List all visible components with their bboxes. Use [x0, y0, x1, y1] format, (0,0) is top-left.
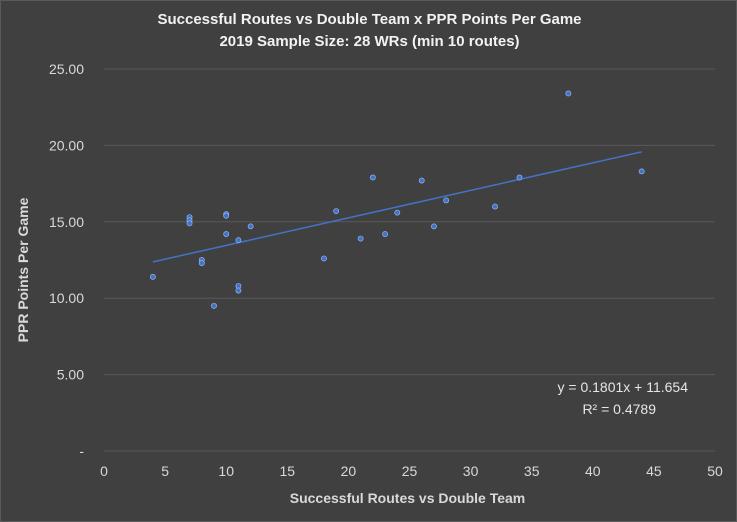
data-point: [235, 287, 242, 294]
data-point: [394, 209, 401, 216]
y-axis-title: PPR Points Per Game: [15, 197, 31, 342]
data-point: [223, 231, 230, 237]
chart-subtitle: 2019 Sample Size: 28 WRs (min 10 routes): [219, 33, 520, 50]
data-point: [443, 197, 450, 204]
x-tick-label: 50: [707, 463, 723, 479]
data-point: [492, 203, 498, 210]
data-point: [198, 260, 205, 266]
x-tick-label: 10: [218, 463, 234, 479]
chart-title: Successful Routes vs Double Team x PPR P…: [157, 11, 582, 28]
data-point: [382, 231, 388, 237]
data-point: [149, 273, 156, 280]
x-axis-title: Successful Routes vs Double Team: [290, 490, 525, 506]
x-tick-label: 35: [524, 463, 540, 479]
y-tick-label: -: [79, 443, 84, 459]
data-point: [223, 212, 230, 219]
trendline-r-squared: R² = 0.4789: [582, 401, 656, 417]
y-tick-label: 5.00: [57, 367, 84, 383]
tick-labels: - 5.00 10.00 15.00 20.00 25.00 0 5 10 15 20 25 30 35 4…: [49, 61, 723, 479]
data-point: [418, 177, 425, 184]
y-tick-label: 20.00: [49, 137, 84, 153]
x-tick-label: 15: [280, 463, 296, 479]
data-point: [186, 220, 193, 227]
y-tick-label: 25.00: [49, 61, 84, 77]
x-tick-label: 0: [100, 463, 108, 479]
data-point: [247, 223, 254, 230]
trendline-equation: y = 0.1801x + 11.654: [557, 379, 688, 395]
x-tick-label: 45: [646, 463, 662, 479]
data-point: [431, 223, 437, 230]
data-point: [565, 90, 572, 97]
gridlines: [104, 68, 715, 452]
y-tick-label: 10.00: [49, 290, 84, 306]
data-point: [516, 174, 523, 181]
data-point: [321, 255, 327, 262]
x-tick-label: 25: [402, 463, 418, 479]
data-point: [333, 208, 340, 215]
data-point: [211, 302, 217, 309]
trendline-layer: [152, 151, 642, 263]
x-tick-label: 40: [585, 463, 601, 479]
x-tick-label: 30: [463, 463, 479, 479]
data-point: [369, 174, 376, 181]
trendline: [152, 151, 642, 263]
data-points: [149, 90, 645, 309]
y-tick-label: 15.00: [49, 214, 84, 230]
data-point: [638, 168, 645, 175]
data-point: [357, 235, 364, 242]
data-point: [235, 237, 242, 244]
x-tick-label: 20: [341, 463, 357, 479]
x-tick-label: 5: [161, 463, 169, 479]
